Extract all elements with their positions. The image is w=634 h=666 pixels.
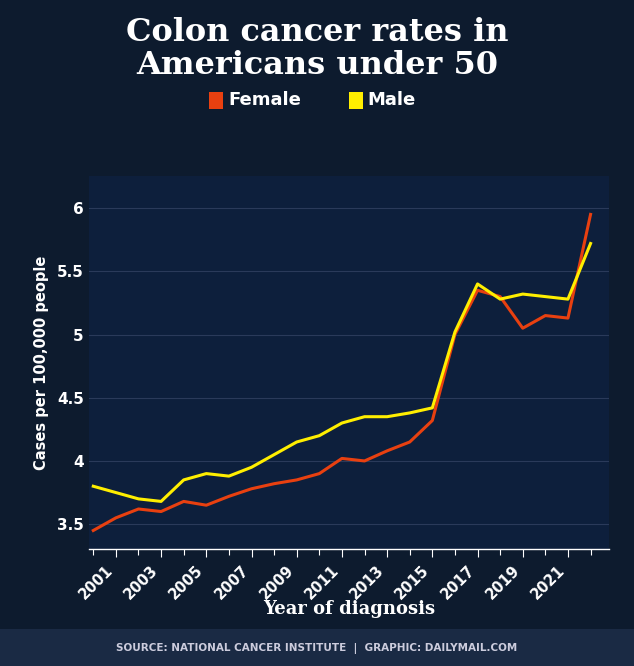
Text: Male: Male [368,91,416,109]
Text: SOURCE: NATIONAL CANCER INSTITUTE  |  GRAPHIC: DAILYMAIL.COM: SOURCE: NATIONAL CANCER INSTITUTE | GRAP… [117,643,517,653]
Text: Colon cancer rates in: Colon cancer rates in [126,17,508,48]
Text: Female: Female [228,91,301,109]
Text: Americans under 50: Americans under 50 [136,50,498,81]
Text: Year of diagnosis: Year of diagnosis [262,600,435,619]
Y-axis label: Cases per 100,000 people: Cases per 100,000 people [34,256,49,470]
